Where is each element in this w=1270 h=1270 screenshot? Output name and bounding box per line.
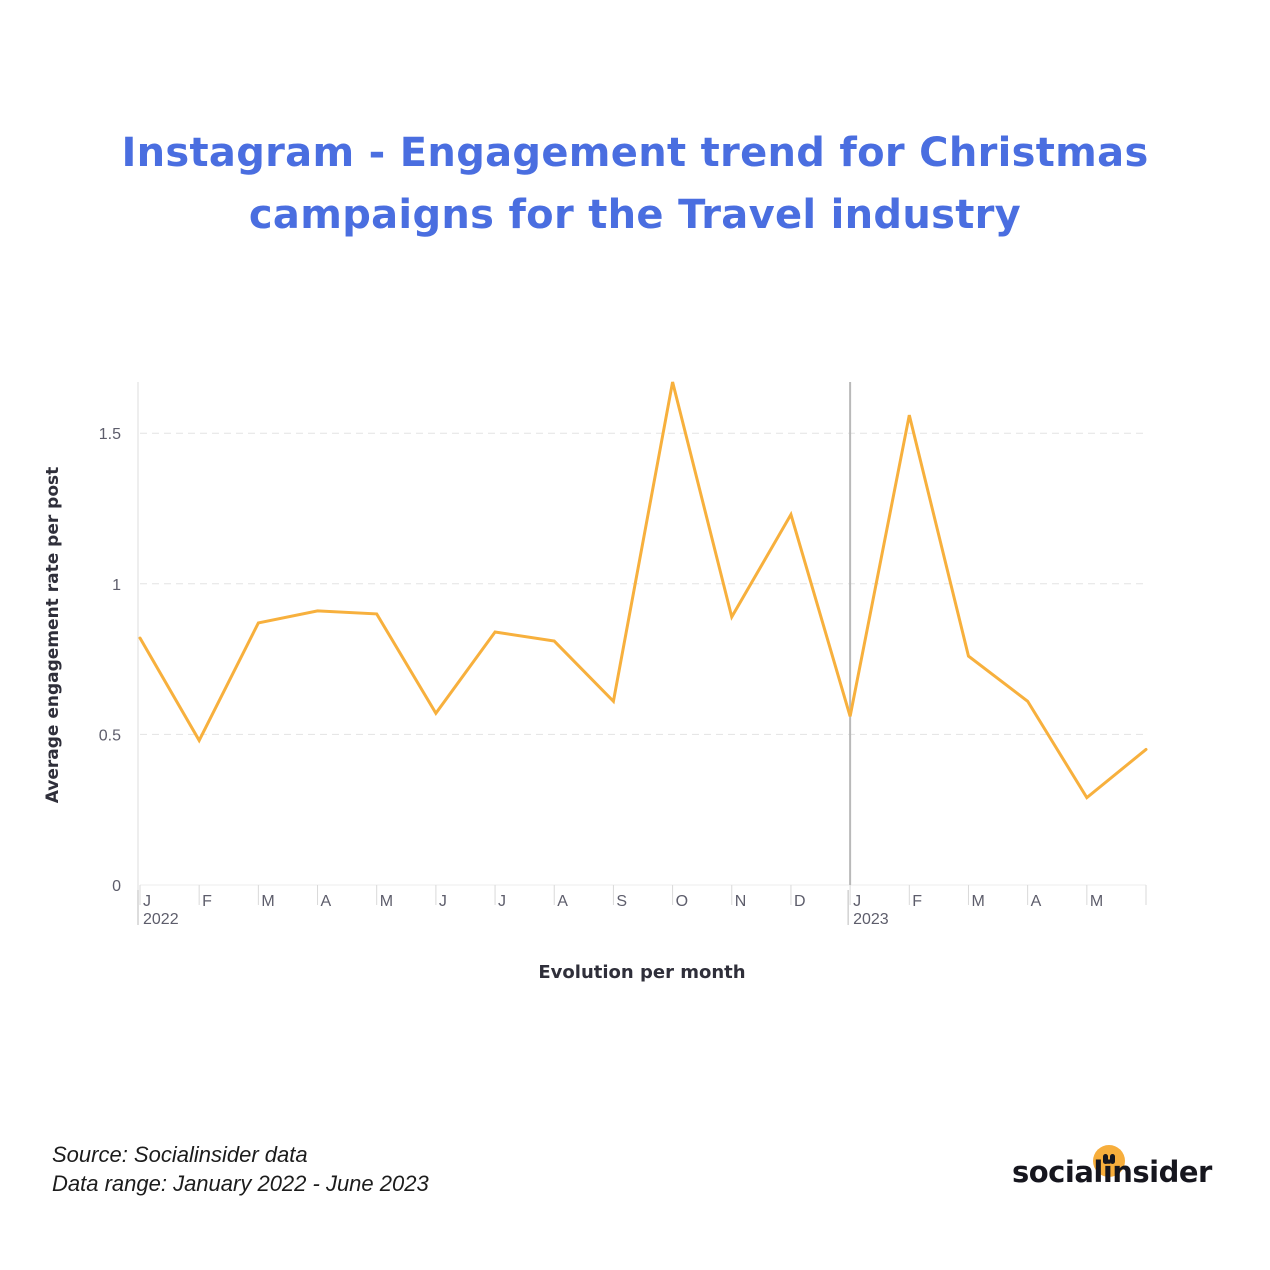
- x-tick-label: J: [439, 893, 447, 910]
- x-tick-label: F: [912, 893, 922, 910]
- year-label: 2022: [143, 911, 179, 928]
- x-tick-label: J: [853, 893, 861, 910]
- series-line: [138, 381, 1148, 800]
- x-axis: J F M A M J J A S O N D J F M A M 2022 2023: [137, 382, 1147, 928]
- chart-title: Instagram - Engagement trend for Christm…: [0, 122, 1270, 246]
- x-tick-label: M: [971, 893, 984, 910]
- x-tick-label: A: [557, 893, 568, 910]
- y-tick-label: 0.5: [99, 727, 121, 744]
- chart-title-line-2: campaigns for the Travel industry: [248, 192, 1022, 238]
- x-tick-label: F: [202, 893, 212, 910]
- y-axis-label: Average engagement rate per post: [43, 467, 63, 804]
- x-tick-label: M: [380, 893, 393, 910]
- y-tick-label: 0: [112, 878, 121, 895]
- x-tick-label: S: [616, 893, 627, 910]
- footer-notes: Source: Socialinsider data Data range: J…: [52, 1140, 429, 1198]
- grid-lines: [137, 382, 1146, 925]
- y-axis-ticks: 0 0.5 1 1.5: [99, 426, 121, 895]
- logo-text: socialinsider: [1012, 1155, 1212, 1189]
- x-tick-label: M: [261, 893, 274, 910]
- year-label: 2023: [853, 911, 889, 928]
- range-note: Data range: January 2022 - June 2023: [52, 1171, 429, 1196]
- x-tick-label: A: [321, 893, 332, 910]
- x-tick-label: J: [498, 893, 506, 910]
- source-note: Source: Socialinsider data: [52, 1142, 308, 1167]
- socialinsider-logo: socialinsider: [1012, 1145, 1232, 1199]
- y-tick-label: 1.5: [99, 426, 121, 443]
- chart-title-line-1: Instagram - Engagement trend for Christm…: [121, 130, 1149, 176]
- series-group: [138, 381, 1148, 800]
- x-tick-label: N: [735, 893, 747, 910]
- x-axis-label: Evolution per month: [538, 962, 745, 983]
- y-tick-label: 1: [112, 577, 121, 594]
- x-tick-label: J: [143, 893, 151, 910]
- x-tick-label: A: [1031, 893, 1042, 910]
- x-tick-label: M: [1090, 893, 1103, 910]
- logo-dot-icon: [1093, 1145, 1125, 1177]
- x-tick-label: D: [794, 893, 806, 910]
- x-tick-label: O: [676, 893, 688, 910]
